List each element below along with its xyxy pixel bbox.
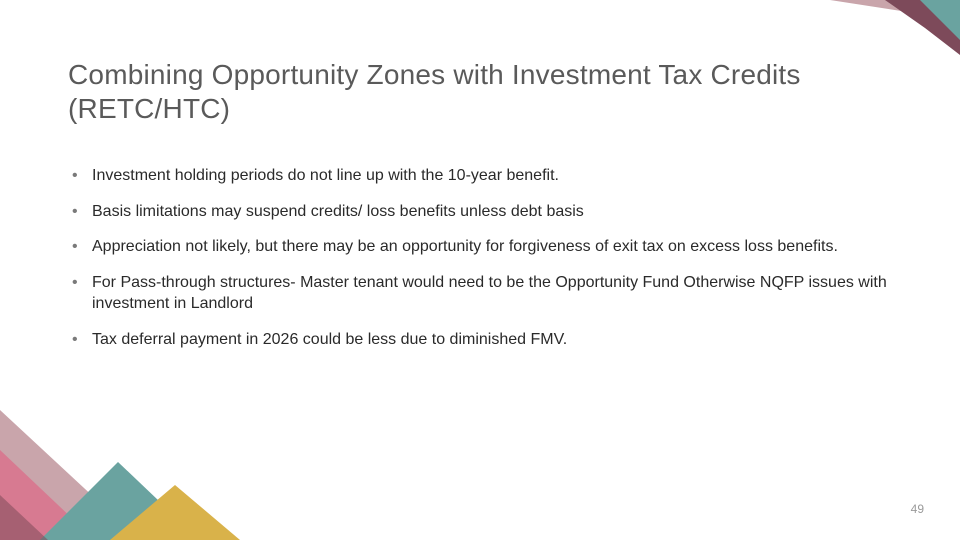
- page-number: 49: [911, 502, 924, 516]
- list-item: Tax deferral payment in 2026 could be le…: [72, 329, 902, 351]
- bullet-text: Basis limitations may suspend credits/ l…: [92, 203, 584, 220]
- list-item: Investment holding periods do not line u…: [72, 165, 902, 187]
- slide-title: Combining Opportunity Zones with Investm…: [68, 58, 888, 125]
- list-item: For Pass-through structures- Master tena…: [72, 272, 902, 315]
- bullet-list: Investment holding periods do not line u…: [72, 165, 902, 365]
- slide: Combining Opportunity Zones with Investm…: [0, 0, 960, 540]
- bullet-text: For Pass-through structures- Master tena…: [92, 274, 887, 313]
- list-item: Appreciation not likely, but there may b…: [72, 236, 902, 258]
- list-item: Basis limitations may suspend credits/ l…: [72, 201, 902, 223]
- bullet-text: Tax deferral payment in 2026 could be le…: [92, 331, 567, 348]
- bullet-text: Appreciation not likely, but there may b…: [92, 238, 838, 255]
- bullet-text: Investment holding periods do not line u…: [92, 167, 559, 184]
- corner-deco-bottom-left: [0, 390, 240, 540]
